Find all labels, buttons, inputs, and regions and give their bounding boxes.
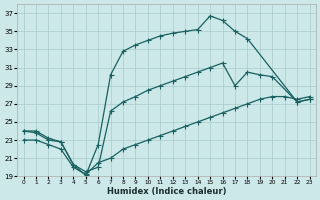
X-axis label: Humidex (Indice chaleur): Humidex (Indice chaleur) [107, 187, 226, 196]
